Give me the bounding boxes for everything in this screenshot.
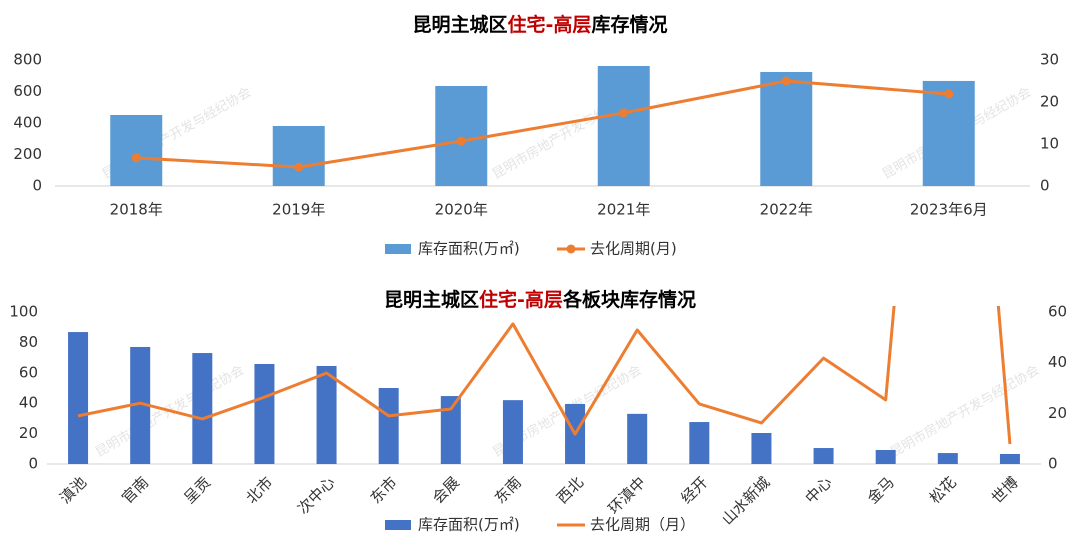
y-tick-label: 0 <box>28 455 38 473</box>
bar <box>689 422 710 464</box>
x-tick-label: 东市 <box>367 473 401 507</box>
bar <box>378 388 399 464</box>
x-tick-label: 经开 <box>677 473 711 507</box>
bar <box>597 65 650 186</box>
x-tick-label: 2022年 <box>760 201 813 219</box>
line <box>136 79 949 169</box>
line-marker <box>456 136 466 146</box>
bar <box>254 363 275 464</box>
legend-marker <box>566 244 576 254</box>
chart-title: 昆明主城区住宅-高层库存情况 <box>413 13 668 36</box>
x-tick-label: 东南 <box>491 473 525 507</box>
y2-tick-label: 60 <box>1048 303 1067 321</box>
y-tick-label: 200 <box>13 145 42 163</box>
bar <box>316 365 337 464</box>
line-marker <box>619 108 629 118</box>
title-part: 住宅-高层 <box>479 288 563 311</box>
bar <box>999 453 1020 464</box>
chart-title: 昆明主城区住宅-高层各板块库存情况 <box>384 288 696 311</box>
bar <box>272 125 325 186</box>
legend-swatch <box>385 244 411 254</box>
legend-label: 库存面积(万㎡) <box>418 516 520 534</box>
title-part: 昆明主城区 <box>413 13 508 36</box>
y2-tick-label: 30 <box>1040 51 1059 69</box>
bar <box>627 413 648 464</box>
bar <box>192 353 213 464</box>
x-tick-label: 2018年 <box>110 201 163 219</box>
line-marker <box>294 162 304 172</box>
y2-tick-label: 20 <box>1040 93 1059 111</box>
y-tick-label: 100 <box>9 303 38 321</box>
line-marker <box>131 153 141 163</box>
x-tick-label: 2019年 <box>272 201 325 219</box>
line <box>77 306 1012 445</box>
bar <box>760 71 813 186</box>
x-tick-label: 呈贡 <box>180 473 214 507</box>
bar <box>813 448 834 464</box>
x-tick-label: 环滇中 <box>605 473 650 518</box>
legend-label: 去化周期（月） <box>590 516 695 534</box>
bar <box>110 114 163 186</box>
y2-tick-label: 20 <box>1048 404 1067 422</box>
bar <box>435 85 488 186</box>
line-marker <box>944 89 954 99</box>
x-tick-label: 2023年6月 <box>910 201 988 219</box>
x-tick-label: 2021年 <box>597 201 650 219</box>
title-part: 库存情况 <box>591 13 667 36</box>
bar <box>502 400 523 464</box>
x-tick-label: 西北 <box>553 473 587 507</box>
legend-swatch <box>385 520 411 530</box>
bar <box>751 432 772 464</box>
y-tick-label: 600 <box>13 82 42 100</box>
y2-tick-label: 40 <box>1048 353 1067 371</box>
watermark: 昆明市房地产开发与经纪协会 <box>888 362 1042 460</box>
y-tick-label: 60 <box>19 363 38 381</box>
y-tick-label: 400 <box>13 114 42 132</box>
bar <box>130 346 151 464</box>
bar <box>875 450 896 464</box>
x-tick-label: 金马 <box>864 473 898 507</box>
y-tick-label: 20 <box>19 424 38 442</box>
x-tick-label: 世博 <box>988 473 1022 507</box>
x-tick-label: 山水新城 <box>718 473 773 528</box>
title-part: 昆明主城区 <box>384 288 479 311</box>
x-tick-label: 北市 <box>242 473 276 507</box>
y-tick-label: 0 <box>32 177 42 195</box>
bar <box>68 332 89 464</box>
y-tick-label: 800 <box>13 51 42 69</box>
y-tick-label: 40 <box>19 394 38 412</box>
x-tick-label: 次中心 <box>294 473 339 518</box>
title-part: 各板块库存情况 <box>562 288 696 311</box>
legend-label: 去化周期(月) <box>590 240 677 258</box>
bar <box>440 396 461 464</box>
y2-tick-label: 0 <box>1048 455 1058 473</box>
line-marker <box>781 76 791 86</box>
bar <box>937 453 958 464</box>
y2-tick-label: 0 <box>1040 177 1050 195</box>
x-tick-label: 2020年 <box>435 201 488 219</box>
x-tick-label: 会展 <box>429 473 463 507</box>
x-tick-label: 中心 <box>802 473 836 507</box>
y2-tick-label: 10 <box>1040 135 1059 153</box>
x-tick-label: 滇池 <box>56 473 90 507</box>
title-part: 住宅-高层 <box>508 13 592 36</box>
legend-label: 库存面积(万㎡) <box>418 240 520 258</box>
y-tick-label: 80 <box>19 333 38 351</box>
x-tick-label: 松花 <box>926 473 960 507</box>
x-tick-label: 官南 <box>118 473 152 507</box>
